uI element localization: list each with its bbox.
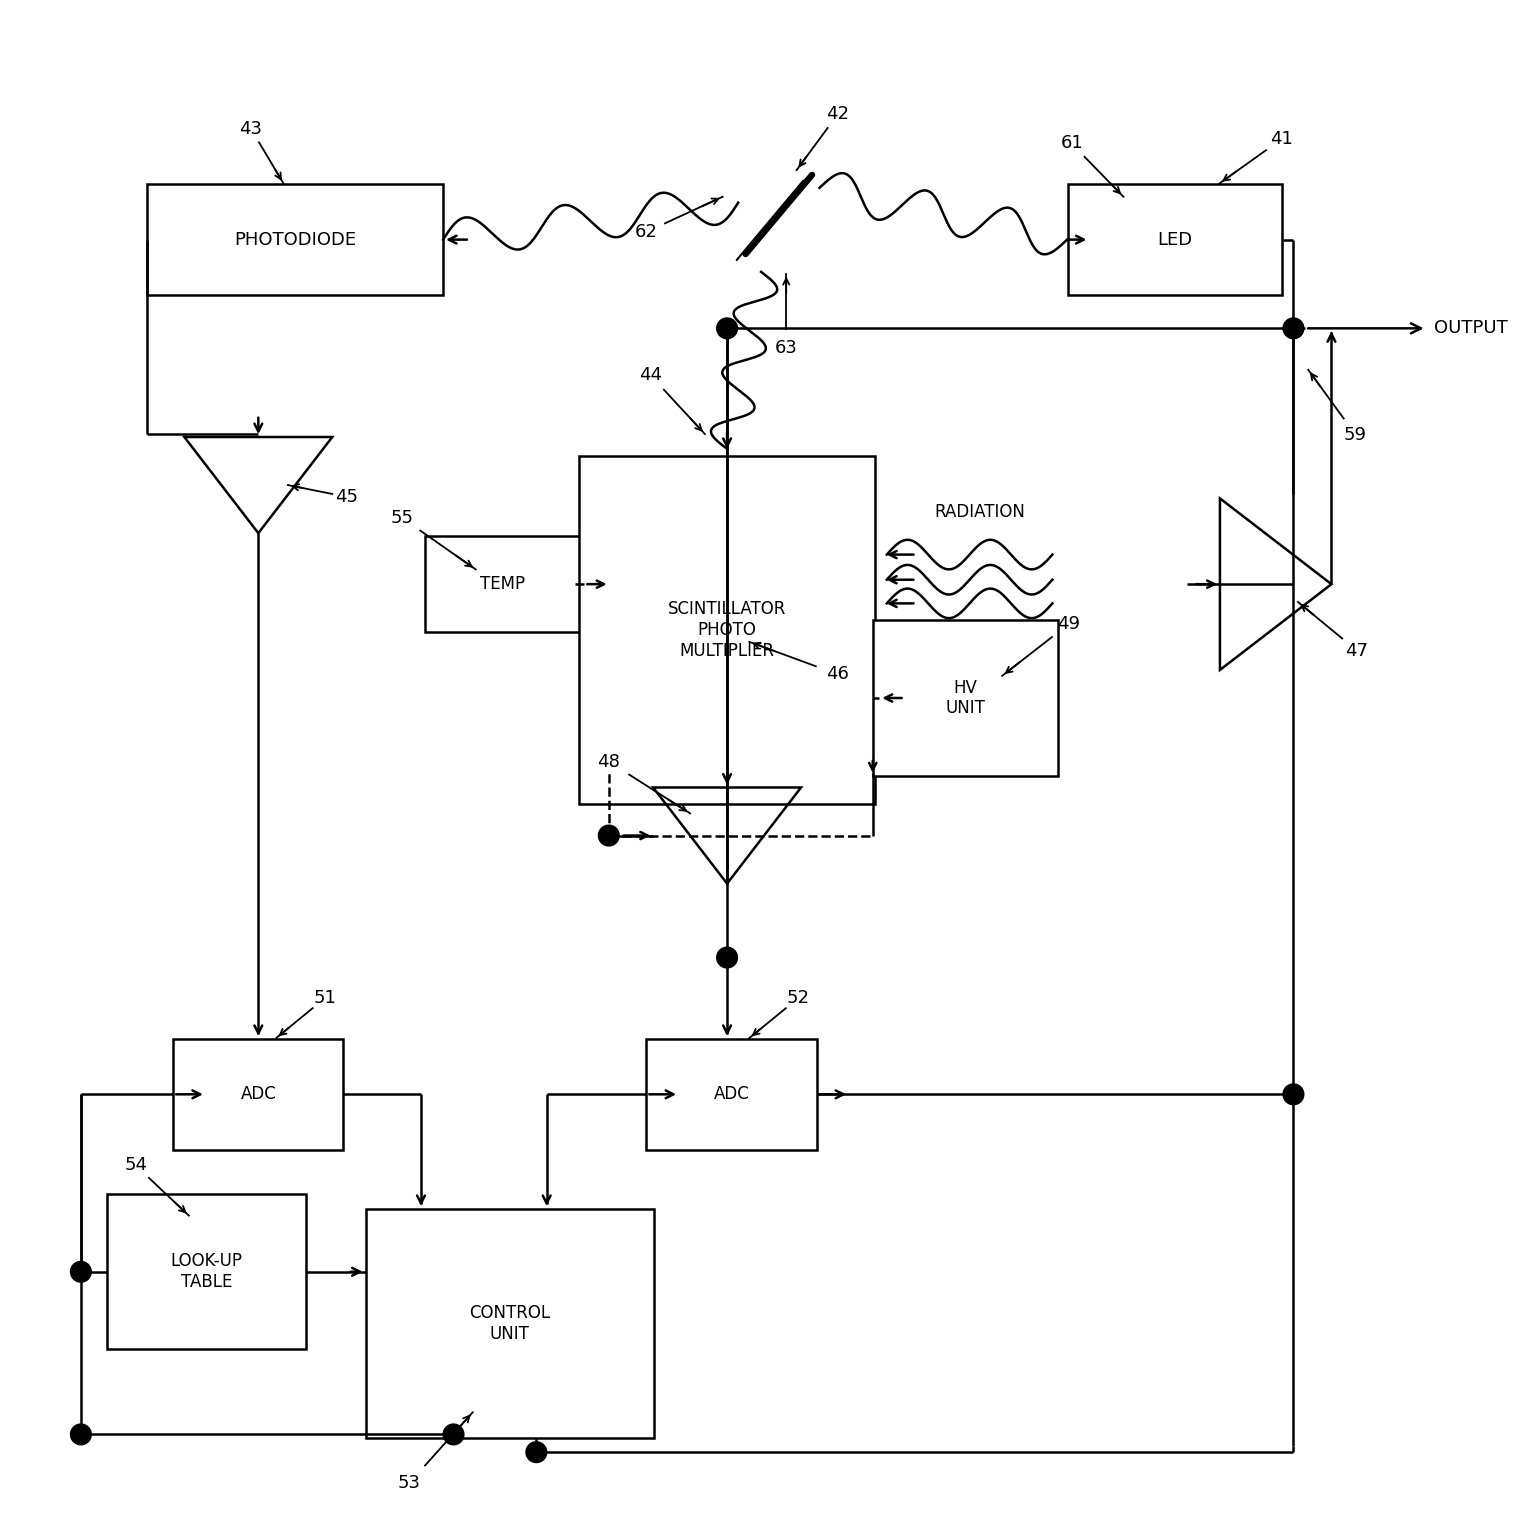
- Circle shape: [1283, 1084, 1304, 1104]
- Circle shape: [1283, 318, 1304, 338]
- Text: HV
UNIT: HV UNIT: [946, 678, 985, 717]
- Text: 46: 46: [827, 666, 849, 683]
- Text: 52: 52: [787, 989, 810, 1007]
- Text: SCINTILLATOR
PHOTO
MULTIPLIER: SCINTILLATOR PHOTO MULTIPLIER: [668, 600, 787, 660]
- FancyBboxPatch shape: [174, 1038, 343, 1150]
- Text: 43: 43: [239, 120, 262, 138]
- Text: 41: 41: [1270, 131, 1293, 148]
- Circle shape: [598, 826, 619, 846]
- Text: 53: 53: [398, 1475, 421, 1492]
- Text: 51: 51: [314, 989, 337, 1007]
- Text: 47: 47: [1345, 641, 1368, 660]
- Circle shape: [526, 1441, 546, 1463]
- FancyBboxPatch shape: [647, 1038, 816, 1150]
- Text: PHOTODIODE: PHOTODIODE: [235, 231, 357, 249]
- Text: 62: 62: [634, 223, 657, 241]
- Text: LOOK-UP
TABLE: LOOK-UP TABLE: [171, 1252, 242, 1292]
- FancyBboxPatch shape: [1068, 185, 1283, 295]
- Text: ADC: ADC: [241, 1086, 276, 1103]
- Text: LED: LED: [1157, 231, 1193, 249]
- Circle shape: [70, 1424, 92, 1444]
- Text: TEMP: TEMP: [480, 575, 525, 594]
- FancyBboxPatch shape: [148, 185, 444, 295]
- Text: OUTPUT: OUTPUT: [1434, 320, 1508, 337]
- Text: 48: 48: [598, 752, 621, 771]
- Text: CONTROL
UNIT: CONTROL UNIT: [470, 1304, 551, 1343]
- FancyBboxPatch shape: [424, 537, 580, 632]
- Circle shape: [444, 1424, 464, 1444]
- Text: 49: 49: [1057, 615, 1080, 634]
- Text: 44: 44: [639, 366, 662, 384]
- Circle shape: [717, 947, 738, 967]
- Text: 42: 42: [827, 105, 849, 123]
- FancyBboxPatch shape: [580, 457, 875, 804]
- Circle shape: [70, 1261, 92, 1283]
- Text: RADIATION: RADIATION: [935, 503, 1025, 520]
- Text: 63: 63: [775, 338, 798, 357]
- Text: ADC: ADC: [714, 1086, 749, 1103]
- Text: 55: 55: [390, 509, 413, 526]
- Circle shape: [717, 318, 738, 338]
- FancyBboxPatch shape: [872, 620, 1057, 775]
- FancyBboxPatch shape: [366, 1209, 654, 1438]
- Text: 54: 54: [124, 1157, 146, 1175]
- Text: 61: 61: [1060, 134, 1083, 152]
- Text: 59: 59: [1344, 426, 1366, 444]
- Text: 45: 45: [336, 488, 358, 506]
- FancyBboxPatch shape: [107, 1193, 307, 1349]
